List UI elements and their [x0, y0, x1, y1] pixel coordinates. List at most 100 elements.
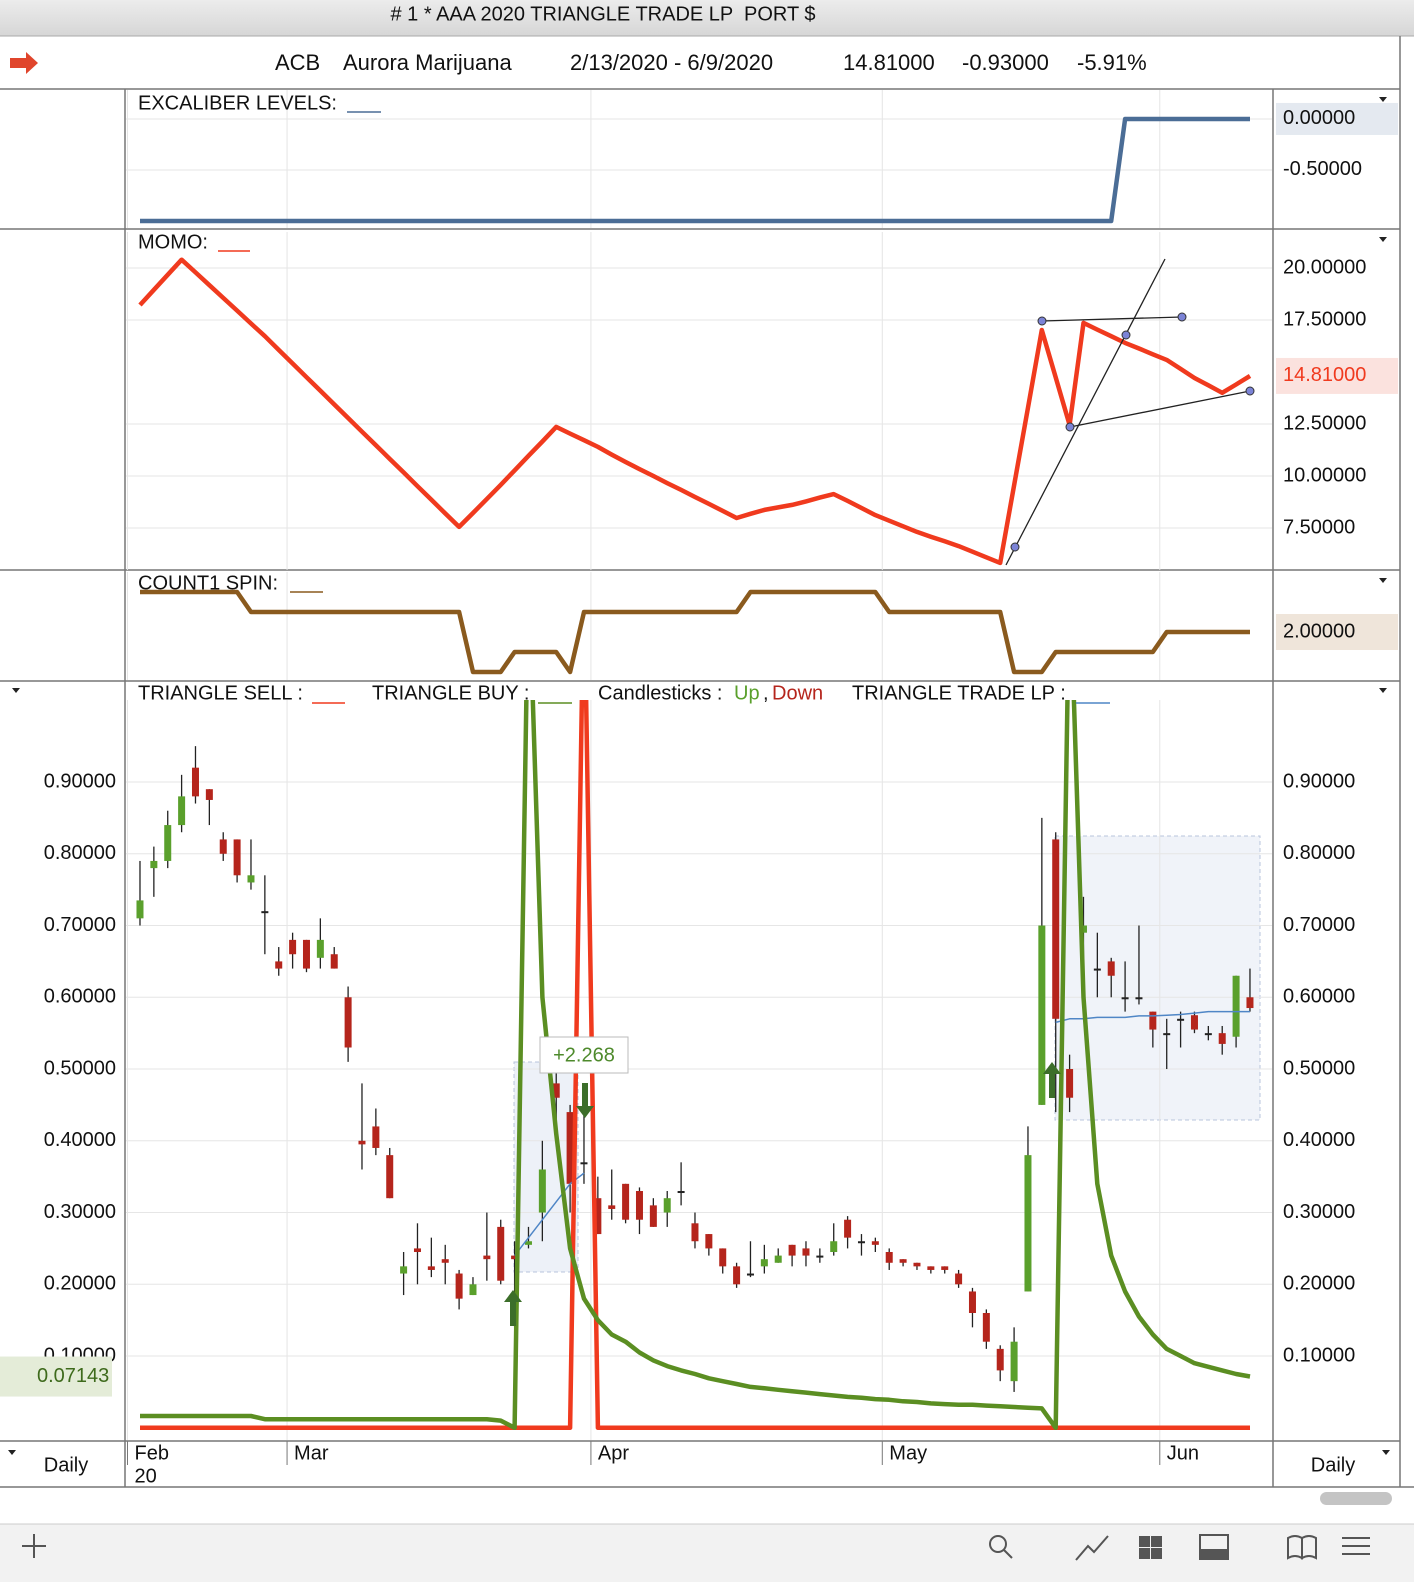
y-tick-label: 0.50000 [1283, 1057, 1355, 1079]
y-tick-label: 0.50000 [44, 1057, 116, 1079]
candle-body [1177, 1018, 1185, 1021]
interval[interactable]: Daily [1311, 1454, 1355, 1476]
candle-body [164, 825, 172, 861]
y-tick-label: 0.90000 [44, 770, 116, 792]
window-title: # 1 * AAA 2020 TRIANGLE TRADE LP PORT $ [390, 3, 815, 25]
candle-body [1024, 1155, 1032, 1292]
candle-body [580, 1162, 588, 1165]
symbol: ACB [275, 50, 320, 75]
y-tick-label: 10.00000 [1283, 464, 1366, 486]
candle-body [649, 1205, 657, 1227]
y-tick-label: 0.10000 [1283, 1344, 1355, 1366]
scrollbar[interactable] [1320, 1492, 1392, 1505]
candle-body [289, 939, 297, 955]
candle-body [566, 1112, 574, 1184]
panel-title: EXCALIBER LEVELS: [138, 92, 337, 114]
series-line [140, 589, 1250, 675]
candle-body [302, 939, 310, 969]
y-tick-label: 0.30000 [1283, 1201, 1355, 1223]
candle-body [524, 1241, 532, 1245]
candle-body [511, 1255, 519, 1260]
y-tick-label: 0.80000 [44, 842, 116, 864]
x-tick-label: Feb [134, 1442, 168, 1464]
y-tick-label: 0.20000 [44, 1273, 116, 1295]
candle-body [275, 961, 283, 969]
legend-label: Candlesticks : [598, 682, 723, 704]
y-tick-label: 0.80000 [1283, 842, 1355, 864]
dropdowns[interactable] [8, 97, 1390, 1455]
current-value-label: 0.07143 [37, 1365, 109, 1387]
candle-body [968, 1291, 976, 1313]
candle-body [899, 1259, 907, 1263]
candle-body [719, 1248, 727, 1267]
candle-body [469, 1284, 477, 1296]
candle-body [635, 1191, 643, 1220]
panel [126, 232, 1272, 570]
candle-body [1121, 997, 1129, 1000]
candle-body [1093, 968, 1101, 971]
series-line [140, 700, 1250, 1431]
candle-body [1107, 961, 1115, 976]
value-badge [1276, 102, 1398, 135]
trade-box [1054, 835, 1261, 1121]
candle-body [427, 1266, 435, 1270]
panel [126, 572, 1250, 680]
candle-body [760, 1259, 768, 1267]
x-tick-label: Apr [598, 1442, 629, 1464]
interval[interactable]: Daily [44, 1454, 88, 1476]
candle-body [830, 1241, 838, 1253]
candle-body [622, 1183, 630, 1220]
legend-label: TRIANGLE BUY : [372, 682, 529, 704]
candle-body [955, 1273, 963, 1285]
y-tick-label: 0.00000 [1283, 107, 1355, 129]
candle-body [358, 1140, 366, 1145]
x-tick-label: Jun [1167, 1442, 1199, 1464]
legend-up: Up [734, 682, 760, 704]
candle-body [1135, 997, 1143, 1000]
series-line [138, 257, 1252, 566]
toolbar-icons[interactable] [22, 1534, 1370, 1561]
x-year-label: 20 [134, 1465, 156, 1487]
candle-body [191, 767, 199, 797]
y-tick-label: 0.70000 [1283, 914, 1355, 936]
candle-body [344, 997, 352, 1048]
candle-body [483, 1255, 491, 1260]
value-badge [0, 1356, 112, 1397]
trendline-handles[interactable] [1010, 312, 1255, 552]
candle-body [552, 1083, 560, 1098]
candle-body [1052, 839, 1060, 1019]
candle-body [663, 1198, 671, 1213]
candle-body [857, 1241, 865, 1244]
date-range: 2/13/2020 - 6/9/2020 [570, 50, 773, 75]
y-tick-label: 0.40000 [44, 1129, 116, 1151]
candle-body [261, 911, 269, 914]
candle-body [413, 1248, 421, 1253]
legend-down: Down [772, 682, 823, 704]
title-bar [0, 0, 1414, 36]
y-tick-label: 17.50000 [1283, 308, 1366, 330]
trendlines[interactable] [1005, 258, 1251, 566]
candle-body [1149, 1011, 1157, 1030]
current-value-label: 14.81000 [1283, 364, 1366, 386]
candle-body [871, 1241, 879, 1245]
candle-body [150, 860, 158, 869]
trade-label-box [539, 1036, 629, 1074]
candle-body [441, 1259, 449, 1263]
candle-body [372, 1126, 380, 1148]
y-tick-label: 0.60000 [44, 986, 116, 1008]
company: Aurora Marijuana [343, 50, 513, 75]
arrow-icon[interactable] [10, 52, 38, 74]
trade-annotation: +2.268 [553, 1044, 615, 1066]
x-tick-label: Mar [294, 1442, 329, 1464]
y-tick-label: 0.40000 [1283, 1129, 1355, 1151]
candle-body [1246, 997, 1254, 1009]
y-tick-label: 0.60000 [1283, 986, 1355, 1008]
toolbar [0, 1524, 1414, 1582]
candle-body [1232, 975, 1240, 1037]
series-line [140, 700, 1251, 1431]
value-badge [1276, 614, 1398, 650]
candle-body [913, 1262, 921, 1267]
candle-body [178, 796, 186, 826]
candle-body [982, 1312, 990, 1342]
panel [126, 700, 1272, 1440]
